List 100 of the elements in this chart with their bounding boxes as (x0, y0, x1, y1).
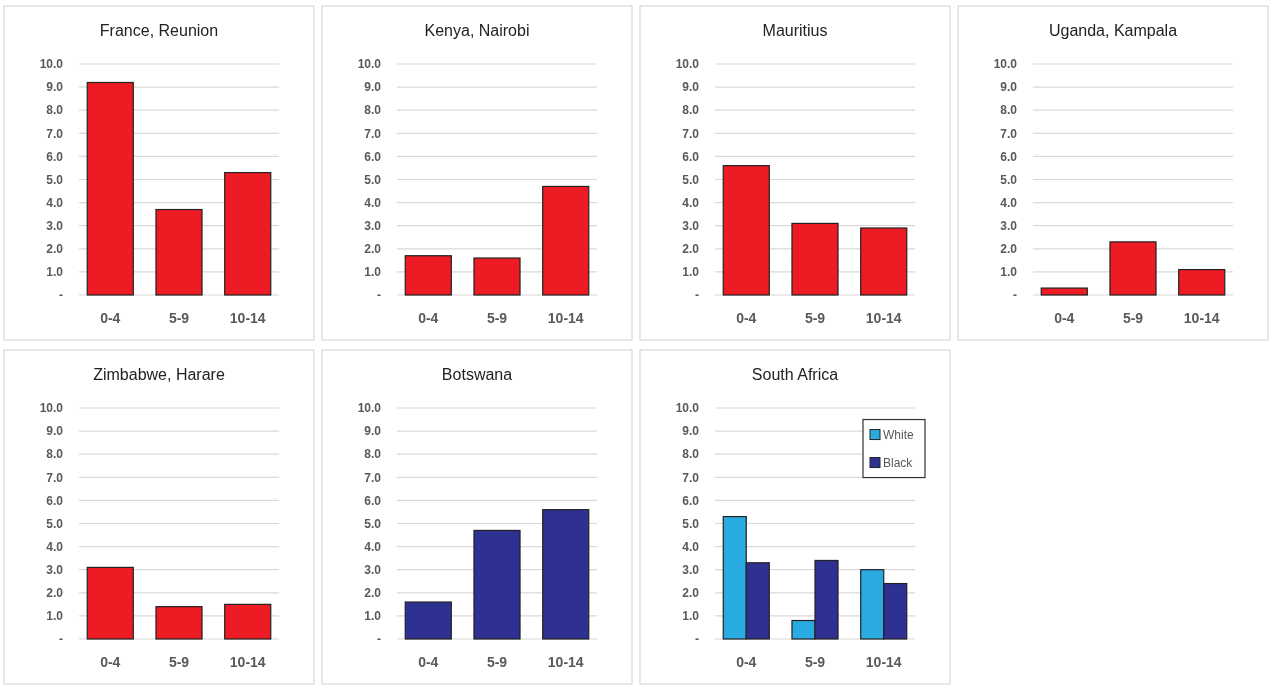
y-tick-label: 4.0 (682, 195, 700, 210)
chart-title: Zimbabwe, Harare (93, 366, 225, 383)
x-tick-label: 10-14 (865, 310, 902, 326)
chart-title: France, Reunion (99, 22, 219, 39)
x-tick-label: 10-14 (1183, 310, 1220, 326)
y-tick-label: 8.0 (364, 103, 382, 118)
y-tick-label: 10.0 (675, 401, 700, 416)
chart-title: Uganda, Kampala (1048, 22, 1178, 39)
bar (473, 529, 521, 640)
y-tick-label: 4.0 (364, 195, 382, 210)
y-tick-label: 8.0 (682, 103, 700, 118)
x-tick-label: 5-9 (804, 310, 826, 326)
y-tick-label: 5.0 (682, 516, 700, 531)
y-tick-label: 1.0 (364, 609, 382, 624)
y-tick-label: 10.0 (39, 57, 64, 72)
y-tick-label: 5.0 (1000, 172, 1018, 187)
x-tick-label: 0-4 (736, 654, 757, 670)
bar (1178, 268, 1226, 296)
bar (1040, 287, 1088, 296)
y-tick-label: 7.0 (364, 126, 382, 141)
y-tick-label: 9.0 (46, 80, 64, 95)
y-tick-label: 2.0 (46, 242, 64, 256)
y-tick-label: 4.0 (46, 195, 64, 210)
y-tick-label: 7.0 (1000, 126, 1018, 141)
x-tick-label: 0-4 (736, 310, 757, 326)
x-tick-label: 5-9 (1122, 310, 1144, 326)
y-tick-label: 9.0 (682, 424, 700, 439)
bar (155, 208, 203, 296)
y-tick-label: - (59, 288, 63, 303)
y-tick-label: 8.0 (46, 103, 64, 118)
y-tick-label: 5.0 (46, 172, 64, 187)
y-tick-label: 5.0 (682, 172, 700, 187)
y-tick-label: 9.0 (1000, 80, 1018, 95)
bar (860, 227, 908, 296)
bar (155, 606, 203, 640)
y-tick-label: 6.0 (364, 493, 382, 508)
y-tick-label: 1.0 (364, 265, 382, 280)
y-tick-label: 6.0 (46, 493, 64, 508)
y-tick-label: 6.0 (364, 149, 382, 164)
chart-title: Botswana (441, 366, 513, 383)
y-tick-label: - (377, 632, 381, 647)
legend-label: Black (883, 455, 914, 470)
y-tick-label: 1.0 (46, 265, 64, 280)
x-tick-label: 10-14 (229, 310, 266, 326)
bar (86, 81, 134, 296)
y-tick-label: 3.0 (682, 218, 700, 233)
x-tick-label: 5-9 (168, 310, 190, 326)
y-tick-label: 3.0 (364, 218, 382, 233)
y-tick-label: 5.0 (364, 172, 382, 187)
bar (86, 566, 134, 640)
y-tick-label: 10.0 (993, 57, 1018, 72)
y-tick-label: - (377, 288, 381, 303)
x-tick-label: 5-9 (168, 654, 190, 670)
bar (473, 257, 521, 296)
x-tick-label: 10-14 (547, 310, 584, 326)
y-tick-label: 5.0 (364, 516, 382, 531)
y-tick-label: 1.0 (46, 609, 64, 624)
y-tick-label: 2.0 (682, 242, 700, 256)
y-tick-label: 7.0 (682, 126, 700, 141)
chart-title: South Africa (751, 366, 839, 383)
y-tick-label: 4.0 (1000, 195, 1018, 210)
y-tick-label: 8.0 (1000, 103, 1018, 118)
bar (404, 255, 452, 296)
y-tick-label: 6.0 (46, 149, 64, 164)
x-tick-label: 5-9 (486, 654, 508, 670)
y-tick-label: 2.0 (364, 242, 382, 256)
y-tick-label: 10.0 (357, 401, 382, 416)
y-tick-label: - (695, 632, 699, 647)
y-tick-label: 4.0 (682, 539, 700, 554)
y-tick-label: - (1013, 288, 1017, 303)
y-tick-label: 1.0 (682, 265, 700, 280)
y-tick-label: 10.0 (39, 401, 64, 416)
y-tick-label: 4.0 (46, 539, 64, 554)
y-tick-label: 7.0 (46, 126, 64, 141)
y-tick-label: 8.0 (682, 447, 700, 462)
x-tick-label: 10-14 (547, 654, 584, 670)
x-tick-label: 10-14 (865, 654, 902, 670)
y-tick-label: 9.0 (364, 80, 382, 95)
y-tick-label: 2.0 (1000, 242, 1018, 256)
y-tick-label: 8.0 (46, 447, 64, 462)
y-tick-label: 4.0 (364, 539, 382, 554)
bar (722, 165, 770, 296)
y-tick-label: 6.0 (1000, 149, 1018, 164)
y-tick-label: 9.0 (682, 80, 700, 95)
x-tick-label: 5-9 (486, 310, 508, 326)
chart-title: Mauritius (762, 22, 828, 39)
y-tick-label: 9.0 (364, 424, 382, 439)
bar (1109, 241, 1157, 296)
bar (542, 509, 590, 640)
y-tick-label: 6.0 (682, 149, 700, 164)
y-tick-label: 6.0 (682, 493, 700, 508)
x-tick-label: 0-4 (100, 654, 121, 670)
x-tick-label: 0-4 (418, 654, 439, 670)
bar (791, 222, 839, 296)
chart-title: Kenya, Nairobi (424, 22, 530, 39)
x-tick-label: 5-9 (804, 654, 826, 670)
y-tick-label: 7.0 (682, 470, 700, 485)
bar (404, 601, 452, 640)
y-tick-label: 5.0 (46, 516, 64, 531)
y-tick-label: 1.0 (682, 609, 700, 624)
